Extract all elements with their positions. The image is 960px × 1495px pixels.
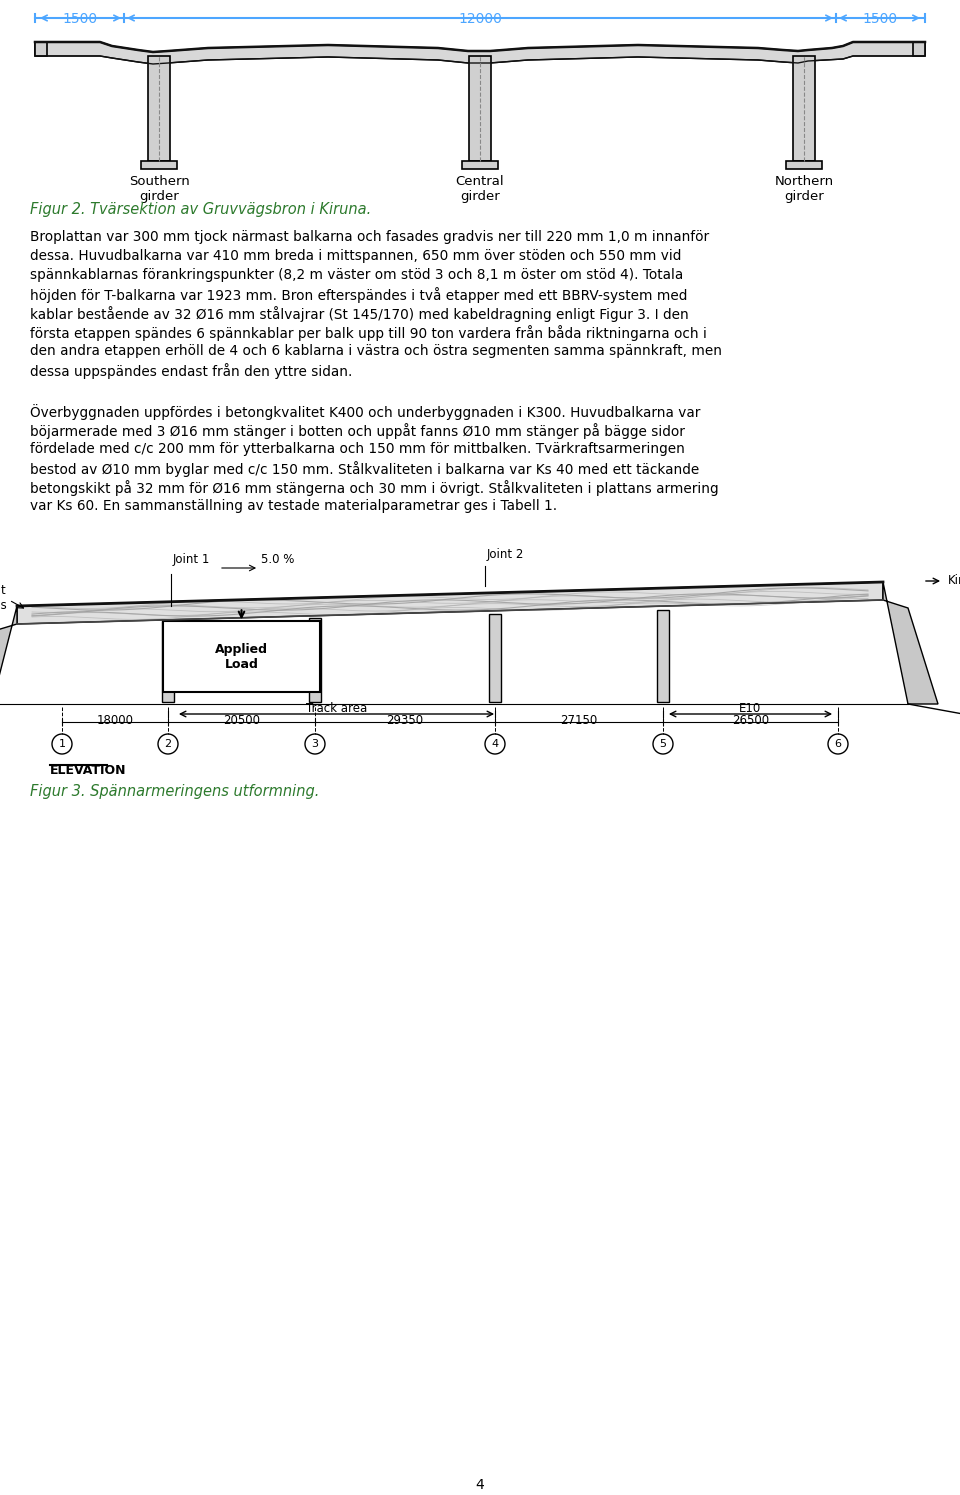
- Text: 4: 4: [492, 739, 498, 749]
- Text: Överbyggnaden uppfördes i betongkvalitet K400 och underbyggnaden i K300. Huvudba: Överbyggnaden uppfördes i betongkvalitet…: [30, 404, 701, 420]
- Text: 3: 3: [311, 739, 319, 749]
- Bar: [657, 610, 669, 703]
- Text: betongskikt på 32 mm för Ø16 mm stängerna och 30 mm i övrigt. Stålkvaliteten i p: betongskikt på 32 mm för Ø16 mm stängern…: [30, 480, 719, 496]
- Circle shape: [52, 734, 72, 753]
- Circle shape: [828, 734, 848, 753]
- Text: Joint 2: Joint 2: [487, 549, 524, 561]
- Text: Joint 1: Joint 1: [173, 553, 210, 567]
- Text: dessa uppspändes endast från den yttre sidan.: dessa uppspändes endast från den yttre s…: [30, 363, 352, 378]
- Text: höjden för T-balkarna var 1923 mm. Bron efterspändes i två etapper med ett BBRV-: höjden för T-balkarna var 1923 mm. Bron …: [30, 287, 687, 303]
- Text: den andra etappen erhöll de 4 och 6 kablarna i västra och östra segmenten samma : den andra etappen erhöll de 4 och 6 kabl…: [30, 344, 722, 357]
- Text: var Ks 60. En sammanställning av testade materialparametrar ges i Tabell 1.: var Ks 60. En sammanställning av testade…: [30, 499, 557, 513]
- Text: 1500: 1500: [863, 12, 898, 25]
- Text: 6: 6: [834, 739, 842, 749]
- Text: kablar bestående av 32 Ø16 mm stålvajrar (St 145/170) med kabeldragning enligt F: kablar bestående av 32 Ø16 mm stålvajrar…: [30, 306, 688, 321]
- Text: 18000: 18000: [97, 715, 133, 727]
- Text: 2: 2: [164, 739, 172, 749]
- Text: fördelade med c/c 200 mm för ytterbalkarna och 150 mm för mittbalken. Tvärkrafts: fördelade med c/c 200 mm för ytterbalkar…: [30, 443, 684, 456]
- Text: 4: 4: [475, 1479, 485, 1492]
- Text: 20500: 20500: [223, 715, 260, 727]
- Bar: [163, 622, 320, 692]
- Bar: [793, 55, 815, 161]
- Bar: [462, 161, 498, 169]
- Polygon shape: [883, 582, 938, 704]
- Text: Northern
girder: Northern girder: [775, 175, 833, 203]
- Text: 1: 1: [59, 739, 65, 749]
- Circle shape: [305, 734, 325, 753]
- Text: Figur 2. Tvärsektion av Gruvvägsbron i Kiruna.: Figur 2. Tvärsektion av Gruvvägsbron i K…: [30, 202, 372, 217]
- Text: spännkablarnas förankringspunkter (8,2 m väster om stöd 3 och 8,1 m öster om stö: spännkablarnas förankringspunkter (8,2 m…: [30, 268, 684, 283]
- Bar: [148, 55, 170, 161]
- Text: Track area: Track area: [306, 703, 367, 715]
- Bar: [786, 161, 822, 169]
- Text: dessa. Huvudbalkarna var 410 mm breda i mittspannen, 650 mm över stöden och 550 : dessa. Huvudbalkarna var 410 mm breda i …: [30, 250, 682, 263]
- Text: Southern
girder: Southern girder: [129, 175, 189, 203]
- Text: Figur 3. Spännarmeringens utformning.: Figur 3. Spännarmeringens utformning.: [30, 783, 320, 798]
- Text: E10: E10: [739, 703, 761, 715]
- Bar: [309, 617, 321, 703]
- Polygon shape: [913, 42, 925, 55]
- Bar: [489, 614, 501, 703]
- Polygon shape: [0, 605, 17, 704]
- Bar: [469, 55, 491, 161]
- Text: 29350: 29350: [387, 715, 423, 727]
- Text: 1500: 1500: [62, 12, 97, 25]
- Text: 12000: 12000: [458, 12, 502, 25]
- Circle shape: [485, 734, 505, 753]
- Text: 27150: 27150: [561, 715, 598, 727]
- Text: Alignment
of tendons: Alignment of tendons: [0, 585, 7, 611]
- Text: Kiruna: Kiruna: [948, 574, 960, 588]
- Text: 26500: 26500: [732, 715, 769, 727]
- Polygon shape: [17, 582, 883, 623]
- Polygon shape: [35, 42, 925, 64]
- Text: första etappen spändes 6 spännkablar per balk upp till 90 ton vardera från båda : första etappen spändes 6 spännkablar per…: [30, 324, 707, 341]
- Bar: [141, 161, 177, 169]
- Circle shape: [158, 734, 178, 753]
- Text: 5: 5: [660, 739, 666, 749]
- Polygon shape: [35, 42, 47, 55]
- Text: böjarmerade med 3 Ø16 mm stänger i botten och uppåt fanns Ø10 mm stänger på bägg: böjarmerade med 3 Ø16 mm stänger i botte…: [30, 423, 684, 440]
- Circle shape: [653, 734, 673, 753]
- Bar: [162, 622, 174, 703]
- Text: 5.0 %: 5.0 %: [261, 553, 295, 567]
- Text: Broplattan var 300 mm tjock närmast balkarna och fasades gradvis ner till 220 mm: Broplattan var 300 mm tjock närmast balk…: [30, 230, 709, 244]
- Text: ELEVATION: ELEVATION: [50, 764, 127, 777]
- Text: Central
girder: Central girder: [456, 175, 504, 203]
- Text: bestod av Ø10 mm byglar med c/c 150 mm. Stålkvaliteten i balkarna var Ks 40 med : bestod av Ø10 mm byglar med c/c 150 mm. …: [30, 460, 699, 477]
- Text: Applied
Load: Applied Load: [215, 643, 268, 671]
